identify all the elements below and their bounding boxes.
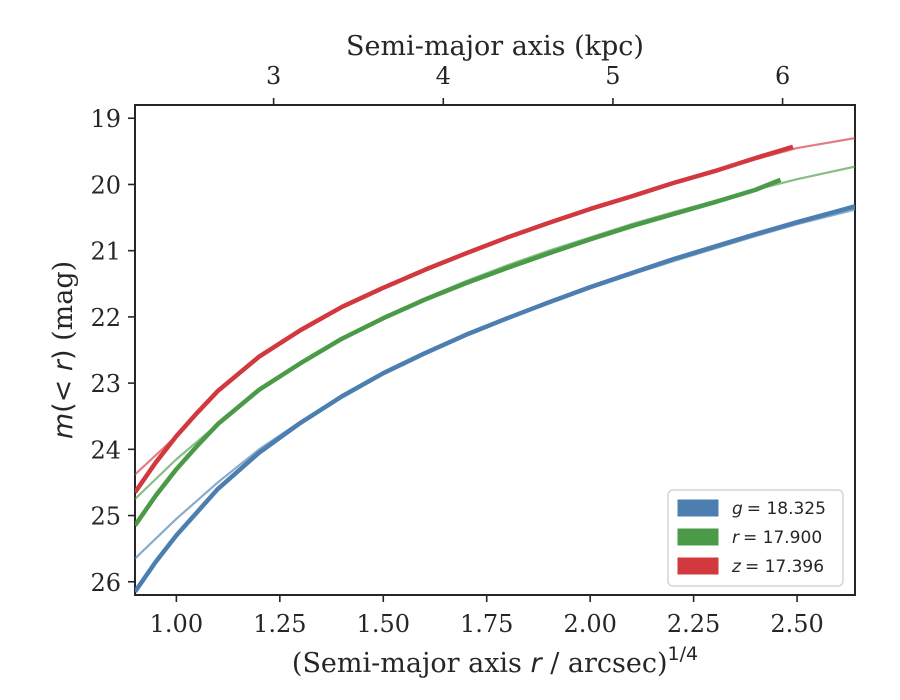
series-z-data-line [135,144,794,494]
top-x-tick-label: 6 [775,62,790,90]
legend-label-z: z = 17.396 [731,557,824,577]
y-tick-label: 24 [90,436,121,464]
x-axis-title-exponent: 1/4 [668,643,699,665]
series-layer [135,137,855,593]
legend-label-z-value: = 17.396 [745,557,824,577]
x-axis-title: (Semi-major axis r / arcsec)1/4 [292,643,698,679]
y-tick-label: 22 [90,304,121,332]
top-x-tick-label: 5 [605,62,620,90]
y-axis-title: m(< r) (mag) [48,261,79,439]
y-axis-title-close: ) [48,349,79,360]
legend-swatch-g [677,499,719,517]
series-z-model-line [135,137,855,476]
legend-label-r-value: = 17.900 [743,528,822,548]
x-axis-title-prefix: (Semi-major axis [292,648,531,679]
y-axis-title-var: m [48,413,79,439]
y-tick-label: 20 [90,171,121,199]
legend-label-g-var: g [732,499,743,519]
series-g-data-line [135,204,855,593]
top-x-tick-label: 3 [266,62,281,90]
x-tick-label: 1.00 [150,610,203,638]
legend-label-g-value: = 18.325 [747,499,826,519]
top-x-tick-label: 4 [436,62,451,90]
y-tick-label: 23 [90,370,121,398]
y-tick-label: 19 [90,105,121,133]
y-tick-label: 26 [90,569,121,597]
y-axis-title-open: ( [48,402,79,413]
x-tick-label: 2.50 [770,610,823,638]
y-axis-title-r: r [48,358,79,380]
y-axis-title-unit: (mag) [48,261,79,350]
legend-label-z-var: z [731,557,742,577]
legend-swatch-r [677,528,719,546]
series-r-model-line [135,165,855,501]
legend-label-g: g = 18.325 [732,499,826,519]
x-axis-title-suffix: / arcsec) [542,648,668,679]
y-tick-label: 21 [90,238,121,266]
y-axis-title-lt: < [48,380,79,403]
plot-frame [134,104,856,596]
series-r-data-line [135,177,782,527]
x-tick-label: 1.25 [253,610,306,638]
top-x-axis-title: Semi-major axis (kpc) [346,31,644,62]
axes-layer: 1.00 1.25 1.50 1.75 2.00 2.25 2.50 19 20 21 22 23 24… [90,62,823,638]
x-tick-label: 2.00 [563,610,616,638]
x-tick-label: 2.25 [667,610,720,638]
legend-swatch-z [677,557,719,575]
x-axis-title-var: r [531,648,544,679]
legend-label-r: r = 17.900 [732,528,822,548]
legend-label-r-var: r [732,528,740,548]
x-tick-label: 1.50 [357,610,410,638]
y-tick-label: 25 [90,503,121,531]
x-tick-label: 1.75 [460,610,513,638]
